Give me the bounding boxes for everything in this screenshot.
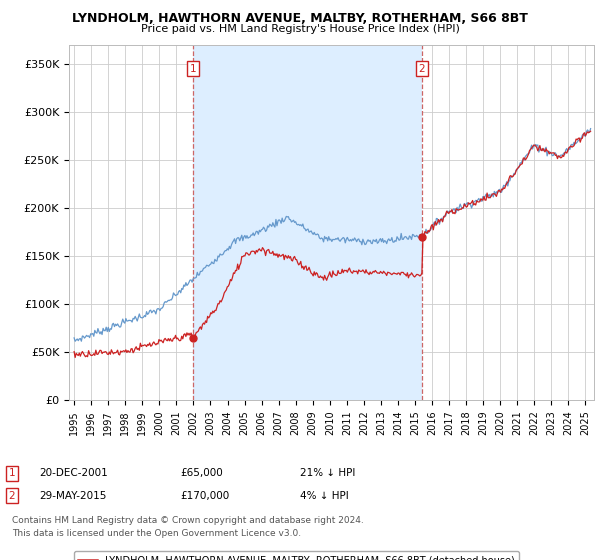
Text: 1: 1	[190, 64, 196, 74]
Bar	[193, 45, 422, 400]
Text: £170,000: £170,000	[180, 491, 229, 501]
Text: LYNDHOLM, HAWTHORN AVENUE, MALTBY, ROTHERHAM, S66 8BT: LYNDHOLM, HAWTHORN AVENUE, MALTBY, ROTHE…	[72, 12, 528, 25]
Text: 29-MAY-2015: 29-MAY-2015	[39, 491, 106, 501]
Text: 2: 2	[419, 64, 425, 74]
Text: 20-DEC-2001: 20-DEC-2001	[39, 468, 108, 478]
Text: Contains HM Land Registry data © Crown copyright and database right 2024.: Contains HM Land Registry data © Crown c…	[12, 516, 364, 525]
Text: 4% ↓ HPI: 4% ↓ HPI	[300, 491, 349, 501]
Text: £65,000: £65,000	[180, 468, 223, 478]
Text: 1: 1	[8, 468, 16, 478]
Legend: LYNDHOLM, HAWTHORN AVENUE, MALTBY, ROTHERHAM, S66 8BT (detached house), HPI: Ave: LYNDHOLM, HAWTHORN AVENUE, MALTBY, ROTHE…	[74, 552, 518, 560]
Text: 2: 2	[8, 491, 16, 501]
Text: This data is licensed under the Open Government Licence v3.0.: This data is licensed under the Open Gov…	[12, 529, 301, 538]
Text: 21% ↓ HPI: 21% ↓ HPI	[300, 468, 355, 478]
Text: Price paid vs. HM Land Registry's House Price Index (HPI): Price paid vs. HM Land Registry's House …	[140, 24, 460, 34]
